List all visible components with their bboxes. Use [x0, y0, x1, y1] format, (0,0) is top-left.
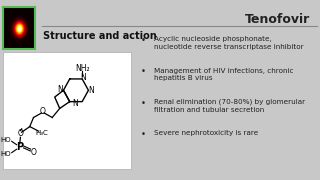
Text: P: P: [16, 142, 23, 152]
Text: H₃C: H₃C: [35, 130, 48, 136]
Text: Severe nephrotoxicity is rare: Severe nephrotoxicity is rare: [154, 130, 258, 136]
Text: N: N: [57, 85, 63, 94]
Text: •: •: [141, 130, 146, 140]
Text: O: O: [31, 148, 36, 157]
Text: Acyclic nucleoside phosphonate,
nucleotide reverse transcriptase inhibitor: Acyclic nucleoside phosphonate, nucleoti…: [154, 36, 303, 50]
Text: •: •: [141, 68, 146, 76]
Text: O: O: [18, 129, 23, 138]
Text: N: N: [72, 99, 78, 108]
Text: Tenofovir: Tenofovir: [245, 13, 310, 26]
Text: HO: HO: [1, 151, 12, 157]
Text: Structure and action: Structure and action: [43, 31, 157, 41]
Text: N: N: [80, 73, 86, 82]
Text: NH₂: NH₂: [75, 64, 90, 73]
Text: N: N: [88, 86, 93, 95]
Text: •: •: [141, 36, 146, 45]
Bar: [3, 52, 131, 169]
Text: Management of HIV infections, chronic
hepatitis B virus: Management of HIV infections, chronic he…: [154, 68, 293, 81]
Text: O: O: [40, 107, 46, 116]
Text: Renal elimination (70-80%) by glomerular
filtration and tubular secretion: Renal elimination (70-80%) by glomerular…: [154, 99, 305, 113]
Text: •: •: [141, 99, 146, 108]
Text: HO: HO: [1, 137, 12, 143]
